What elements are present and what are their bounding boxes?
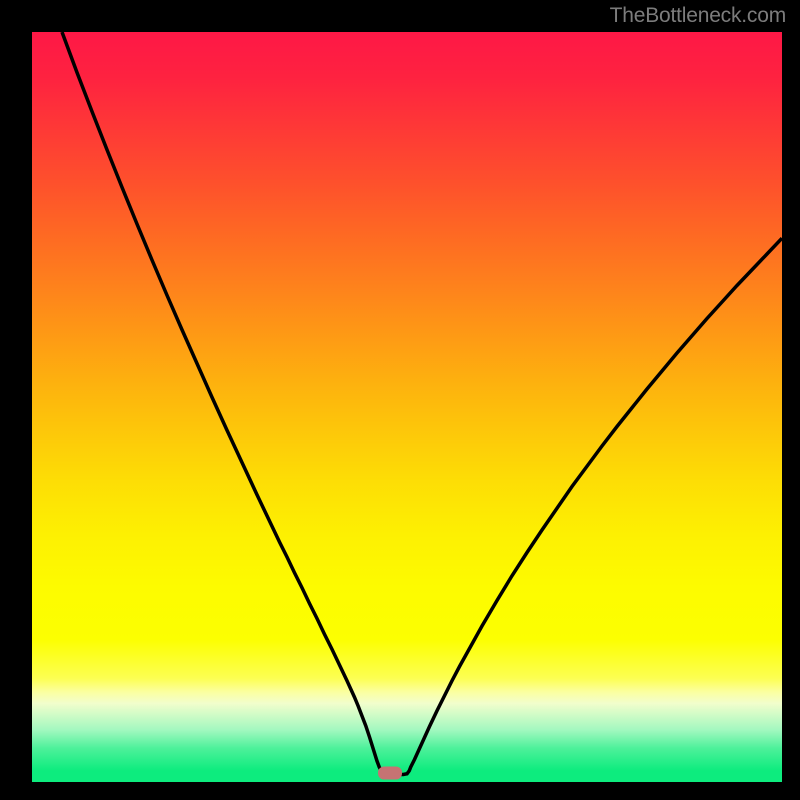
watermark-text: TheBottleneck.com: [610, 4, 786, 28]
optimum-marker: [378, 767, 402, 780]
bottleneck-curve: [32, 32, 782, 782]
chart-frame: [32, 32, 782, 782]
curve-path: [62, 32, 782, 775]
plot-area: [32, 32, 782, 782]
